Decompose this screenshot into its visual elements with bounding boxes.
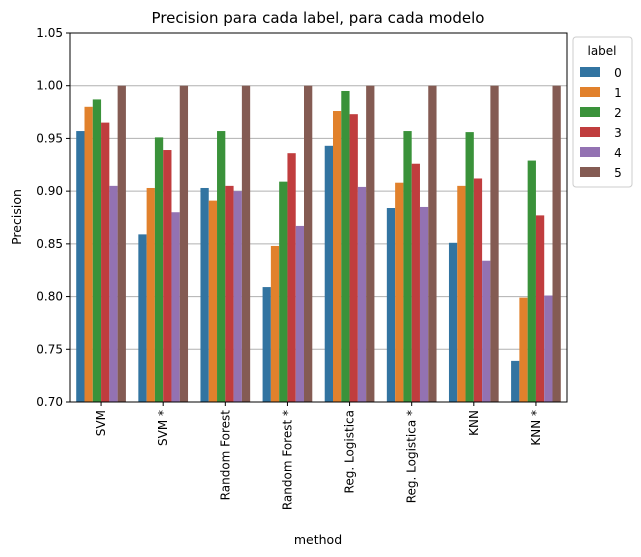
bar-svm-label-0 (76, 131, 85, 402)
bar-random-forest-label-2 (217, 131, 226, 402)
bar-reg-logistica--label-2 (403, 131, 412, 402)
bar-reg-logistica--label-4 (419, 206, 429, 402)
bar-svm-label-1 (84, 106, 93, 403)
legend-swatch (580, 147, 600, 157)
bars (76, 85, 561, 403)
legend-label: 1 (614, 86, 622, 100)
legend-swatch (580, 87, 600, 97)
legend-label: 5 (614, 166, 622, 180)
bar-knn-label-5 (490, 85, 499, 402)
x-tick-label: SVM * (156, 410, 170, 446)
bar-svm--label-2 (154, 137, 164, 403)
y-tick-label: 1.00 (36, 79, 63, 93)
bar-svm-label-2 (92, 99, 102, 403)
bar-random-forest-label-5 (241, 85, 251, 402)
bar-random-forest-label-4 (233, 191, 242, 402)
bar-knn--label-5 (552, 85, 561, 402)
legend-title: label (587, 44, 616, 58)
y-tick-label: 0.90 (36, 184, 63, 198)
bar-knn--label-4 (544, 295, 553, 402)
bar-knn-label-0 (448, 242, 458, 402)
bar-random-forest-label-0 (200, 187, 209, 402)
bar-knn--label-0 (511, 360, 520, 402)
x-tick-label: Random Forest (218, 410, 232, 501)
bar-svm--label-3 (163, 150, 172, 402)
legend-label: 3 (614, 126, 622, 140)
legend-label: 0 (614, 66, 622, 80)
x-tick-label: Random Forest * (280, 410, 294, 510)
x-tick-label: SVM (94, 410, 108, 436)
bar-random-forest-label-1 (208, 200, 218, 402)
x-tick-label: Reg. Logistica (343, 410, 357, 493)
bar-random-forest--label-3 (287, 153, 296, 402)
y-tick-label: 0.80 (36, 290, 63, 304)
bar-svm--label-1 (146, 187, 155, 402)
bar-random-forest--label-5 (304, 85, 313, 402)
bar-random-forest-label-3 (225, 185, 234, 402)
x-tick-label: Reg. Logistica * (405, 410, 419, 503)
legend-label: 4 (614, 146, 622, 160)
plot-frame (69, 32, 568, 403)
legend: label 0 1 2 3 4 5 (572, 36, 633, 188)
bar-knn-label-3 (473, 178, 483, 402)
y-axis-label: Precision (9, 189, 24, 245)
bar-random-forest--label-0 (262, 287, 271, 402)
bar-reg-logistica-label-1 (332, 111, 342, 402)
x-tick-label: KNN * (529, 410, 543, 446)
bar-reg-logistica--label-3 (411, 163, 420, 402)
bar-reg-logistica--label-5 (428, 85, 437, 402)
bar-svm--label-5 (179, 85, 189, 402)
legend-label: 2 (614, 106, 622, 120)
bar-reg-logistica-label-0 (324, 145, 333, 402)
bar-random-forest--label-4 (295, 225, 305, 402)
y-tick-label: 0.70 (36, 395, 63, 409)
bar-reg-logistica-label-3 (349, 114, 358, 403)
bar-reg-logistica-label-2 (341, 90, 350, 402)
bar-knn--label-3 (535, 215, 545, 402)
bar-reg-logistica-label-4 (357, 186, 367, 402)
y-tick-label: 0.85 (36, 237, 63, 251)
legend-swatch (580, 127, 600, 137)
bar-knn--label-2 (527, 160, 536, 402)
x-axis-label: method (294, 532, 342, 547)
bar-svm-label-5 (117, 85, 126, 402)
bar-svm--label-0 (138, 234, 147, 402)
bar-reg-logistica--label-0 (386, 208, 396, 402)
bar-svm-label-3 (101, 122, 110, 402)
bar-random-forest--label-2 (279, 181, 288, 402)
bar-reg-logistica-label-5 (366, 85, 375, 402)
bar-svm--label-4 (171, 212, 180, 402)
legend-swatch (580, 67, 600, 77)
y-tick-label: 0.75 (36, 342, 63, 356)
x-axis-ticks: SVM SVM * Random Forest Random Forest * Reg.… (94, 402, 543, 510)
y-tick-label: 0.95 (36, 131, 63, 145)
bar-knn--label-1 (519, 297, 528, 402)
y-tick-label: 1.05 (36, 26, 63, 40)
bar-knn-label-2 (465, 132, 474, 403)
bar-svm-label-4 (109, 185, 118, 402)
legend-swatch (580, 167, 600, 177)
bar-reg-logistica--label-1 (395, 182, 404, 402)
chart-title: Precision para cada label, para cada mod… (152, 9, 485, 27)
legend-swatch (580, 107, 600, 117)
y-axis-ticks: 0.70 0.75 0.80 0.85 0.90 0.95 1.00 1.05 (36, 26, 70, 409)
x-tick-label: KNN (467, 410, 481, 436)
bar-knn-label-4 (482, 260, 491, 402)
bar-knn-label-1 (457, 185, 466, 402)
bar-random-forest--label-1 (270, 245, 280, 402)
